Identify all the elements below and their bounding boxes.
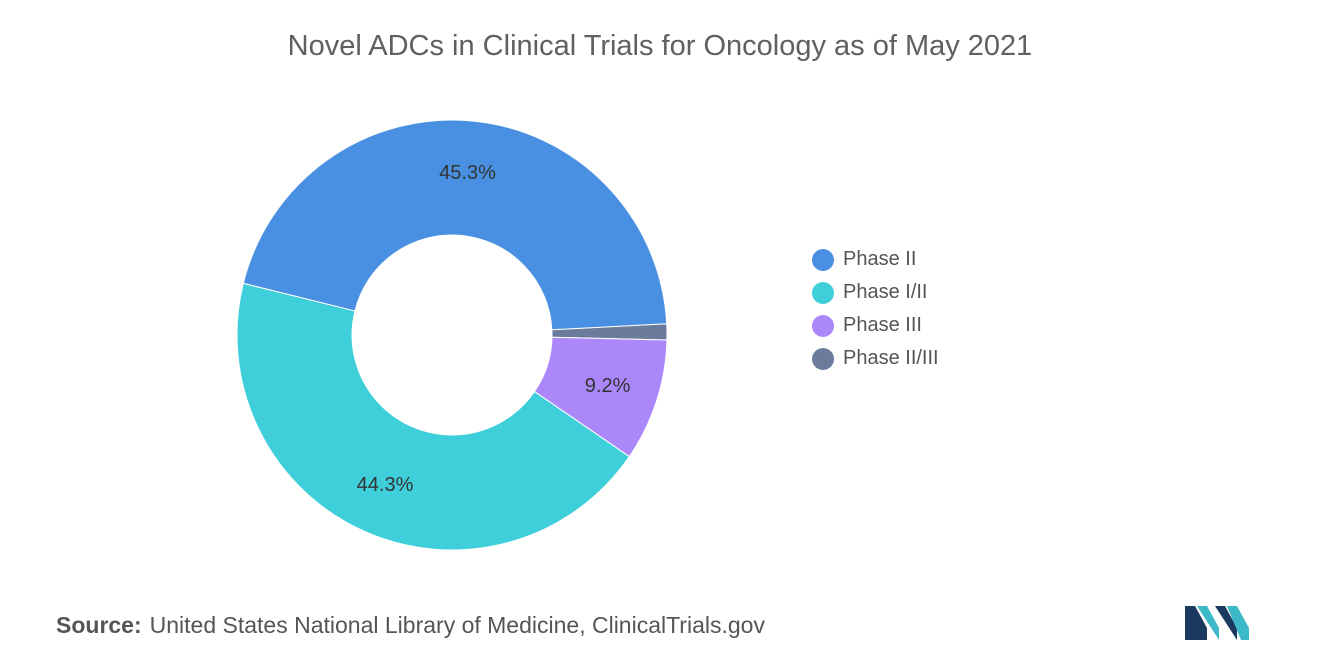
legend-label: Phase II <box>843 248 917 270</box>
legend-item-phase-ii-iii[interactable]: Phase II/III <box>812 342 939 375</box>
data-label: 9.2% <box>585 375 631 397</box>
legend-label: Phase II/III <box>843 347 939 369</box>
legend-swatch <box>812 314 834 337</box>
mordor-logo-icon <box>1185 606 1249 640</box>
slice-phase-i-ii[interactable] <box>236 282 631 551</box>
chart-legend: Phase II Phase I/II Phase III Phase II/I… <box>812 243 939 375</box>
legend-label: Phase I/II <box>843 281 928 303</box>
legend-item-phase-ii[interactable]: Phase II <box>812 243 939 276</box>
source-label: Source: <box>56 612 142 638</box>
data-label: 45.3% <box>439 162 496 184</box>
legend-label: Phase III <box>843 314 922 336</box>
legend-swatch <box>812 248 834 271</box>
data-label: 44.3% <box>357 474 414 496</box>
chart-title: Novel ADCs in Clinical Trials for Oncolo… <box>287 30 1033 62</box>
legend-item-phase-iii[interactable]: Phase III <box>812 309 939 342</box>
slice-phase-ii[interactable] <box>242 119 668 331</box>
legend-item-phase-i-ii[interactable]: Phase I/II <box>812 276 939 309</box>
legend-swatch <box>812 281 834 304</box>
source-text: United States National Library of Medici… <box>149 612 765 638</box>
source-note: Source: United States National Library of… <box>56 612 765 639</box>
legend-swatch <box>812 347 834 370</box>
